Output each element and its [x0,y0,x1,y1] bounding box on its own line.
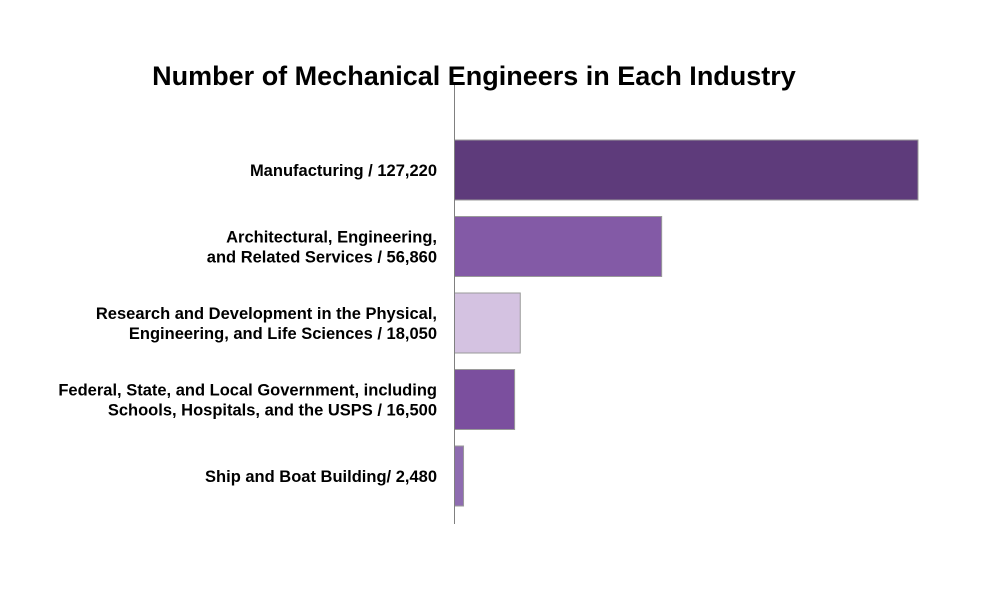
category-label-3-line-1: Research and Development in the Physical… [96,305,437,323]
category-label-3-line-2: Engineering, and Life Sciences / 18,050 [129,325,437,343]
category-label-2-line-2: and Related Services / 56,860 [207,249,437,267]
category-label-4-line-2: Schools, Hospitals, and the USPS / 16,50… [108,402,437,420]
bar-1 [454,139,919,201]
category-label-2-line-1: Architectural, Engineering, [226,229,437,247]
bar-4 [454,369,516,430]
bar-2 [454,216,663,277]
bar-3 [454,292,521,354]
category-label-5-line-1: Ship and Boat Building/ 2,480 [205,468,437,486]
bars-layer [454,139,919,507]
bar-5 [454,445,465,507]
chart-title: Number of Mechanical Engineers in Each I… [152,61,796,91]
category-label-1-line-1: Manufacturing / 127,220 [250,162,437,180]
category-labels: Manufacturing / 127,220 Architectural, En… [58,162,437,486]
category-label-4-line-1: Federal, State, and Local Government, in… [58,382,437,400]
